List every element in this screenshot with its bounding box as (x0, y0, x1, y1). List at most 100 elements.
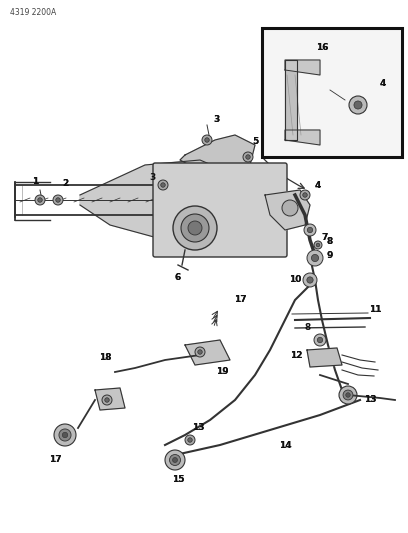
Text: 1: 1 (32, 177, 38, 187)
Circle shape (169, 455, 180, 465)
Circle shape (307, 277, 313, 283)
Text: 10: 10 (289, 276, 301, 285)
Text: 3: 3 (213, 116, 219, 125)
Circle shape (173, 457, 177, 463)
Polygon shape (185, 340, 230, 365)
Text: 16: 16 (316, 44, 328, 52)
Text: 3: 3 (213, 116, 219, 125)
Circle shape (158, 180, 168, 190)
Circle shape (314, 334, 326, 346)
Text: 4: 4 (315, 181, 321, 190)
Text: 8: 8 (327, 238, 333, 246)
Circle shape (317, 337, 323, 343)
Bar (262, 28, 402, 157)
Text: 12: 12 (290, 351, 302, 360)
Text: 2: 2 (62, 179, 68, 188)
Circle shape (303, 273, 317, 287)
Circle shape (105, 398, 109, 402)
Circle shape (161, 183, 165, 187)
Text: 9: 9 (327, 251, 333, 260)
Text: 8: 8 (327, 238, 333, 246)
Text: 12: 12 (290, 351, 302, 360)
Polygon shape (285, 60, 320, 75)
Text: 3: 3 (149, 174, 155, 182)
Text: 18: 18 (99, 353, 111, 362)
Circle shape (195, 347, 205, 357)
Circle shape (173, 206, 217, 250)
Circle shape (349, 96, 367, 114)
Text: 11: 11 (369, 305, 381, 314)
Text: 7: 7 (322, 232, 328, 241)
Circle shape (339, 386, 357, 404)
Text: 19: 19 (216, 367, 228, 376)
Circle shape (282, 200, 298, 216)
Circle shape (35, 195, 45, 205)
Circle shape (59, 429, 71, 441)
Text: 15: 15 (172, 475, 184, 484)
Circle shape (62, 432, 68, 438)
Polygon shape (307, 348, 342, 367)
Text: 17: 17 (49, 456, 61, 464)
Circle shape (38, 198, 42, 202)
Circle shape (188, 221, 202, 235)
Text: 1: 1 (32, 177, 38, 187)
Circle shape (185, 435, 195, 445)
Text: 15: 15 (172, 475, 184, 484)
Text: 14: 14 (279, 440, 291, 449)
Circle shape (102, 395, 112, 405)
Polygon shape (285, 60, 297, 140)
Text: 13: 13 (192, 424, 204, 432)
Polygon shape (180, 135, 255, 170)
Circle shape (346, 393, 350, 397)
Circle shape (181, 214, 209, 242)
Text: 13: 13 (192, 424, 204, 432)
Circle shape (205, 138, 209, 142)
Text: 4: 4 (380, 78, 386, 87)
Text: 18: 18 (99, 353, 111, 362)
Circle shape (343, 390, 353, 400)
Text: 6: 6 (175, 273, 181, 282)
Circle shape (307, 250, 323, 266)
Circle shape (307, 227, 313, 233)
Text: 11: 11 (369, 305, 381, 314)
Polygon shape (285, 130, 320, 145)
Polygon shape (80, 160, 245, 240)
Circle shape (188, 438, 192, 442)
Text: 14: 14 (279, 440, 291, 449)
Circle shape (303, 193, 307, 197)
Polygon shape (95, 388, 125, 410)
Circle shape (53, 195, 63, 205)
Circle shape (304, 224, 316, 236)
Text: 2: 2 (62, 179, 68, 188)
Circle shape (165, 450, 185, 470)
Text: 4: 4 (315, 181, 321, 190)
Circle shape (300, 190, 310, 200)
Text: 4: 4 (380, 78, 386, 87)
Text: 17: 17 (49, 456, 61, 464)
Circle shape (354, 101, 362, 109)
Text: 16: 16 (316, 44, 328, 52)
Text: 7: 7 (322, 232, 328, 241)
Text: 13: 13 (364, 395, 376, 405)
Circle shape (54, 424, 76, 446)
Text: 4319 2200A: 4319 2200A (10, 8, 56, 17)
Circle shape (243, 152, 253, 162)
Circle shape (198, 350, 202, 354)
Text: 13: 13 (364, 395, 376, 405)
Text: 5: 5 (252, 138, 258, 147)
Text: 19: 19 (216, 367, 228, 376)
Text: 8: 8 (305, 324, 311, 333)
Polygon shape (265, 190, 310, 230)
Text: 10: 10 (289, 276, 301, 285)
Circle shape (316, 243, 320, 247)
Text: 17: 17 (234, 295, 246, 304)
Circle shape (314, 241, 322, 249)
Text: 17: 17 (234, 295, 246, 304)
Circle shape (246, 155, 250, 159)
Circle shape (311, 254, 319, 262)
Text: 9: 9 (327, 251, 333, 260)
Text: 6: 6 (175, 273, 181, 282)
Circle shape (56, 198, 60, 202)
Text: 5: 5 (252, 138, 258, 147)
FancyBboxPatch shape (153, 163, 287, 257)
